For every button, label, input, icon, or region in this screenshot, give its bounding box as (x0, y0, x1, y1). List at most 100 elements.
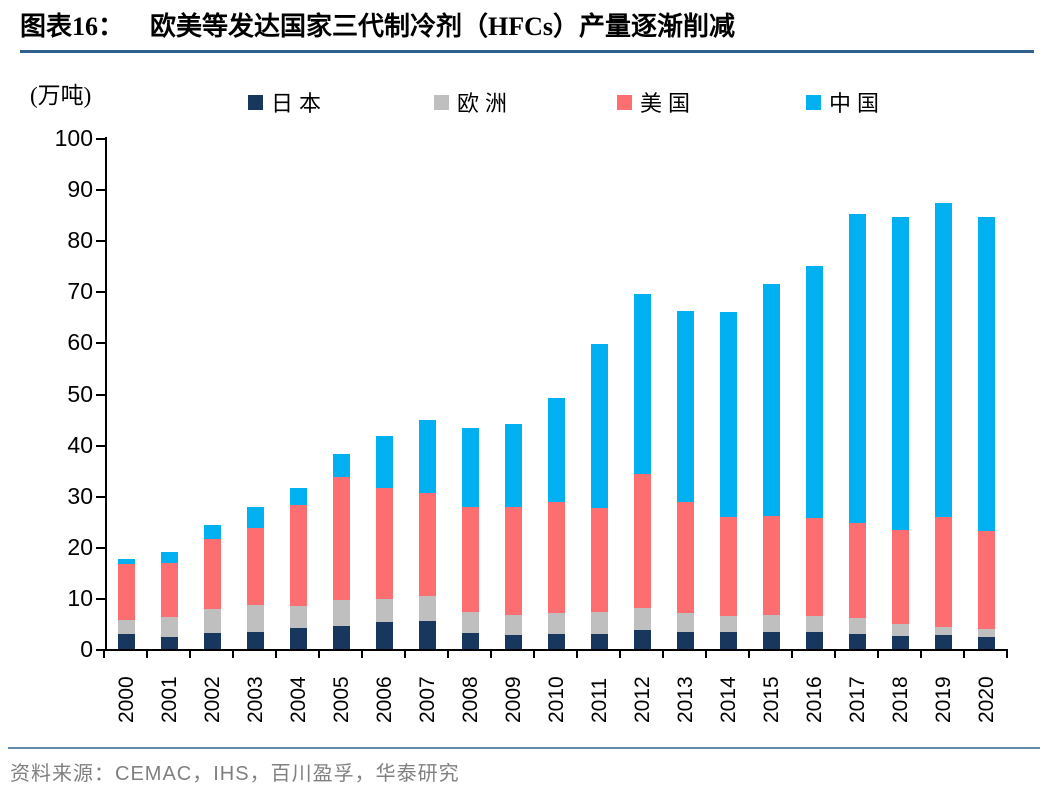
x-axis-tick (791, 651, 793, 658)
bar-segment-日本-2002 (204, 632, 221, 649)
bar-segment-欧洲-2006 (376, 599, 393, 623)
bar-segment-日本-2001 (161, 637, 178, 649)
bar-segment-中国-2020 (978, 216, 995, 532)
bar-segment-中国-2013 (677, 311, 694, 502)
bar-segment-美国-2010 (548, 502, 565, 613)
bar-segment-中国-2019 (935, 203, 952, 518)
bar-segment-美国-2011 (591, 507, 608, 613)
bar-segment-美国-2017 (849, 523, 866, 618)
legend-label-usa: 美国 (640, 91, 697, 116)
y-axis-tick (96, 291, 105, 294)
bar-segment-中国-2009 (505, 424, 522, 508)
x-axis-category-label: 2015 (759, 676, 783, 723)
y-axis-tick (96, 240, 105, 243)
x-axis-tick (404, 651, 406, 658)
bar-segment-美国-2014 (720, 516, 737, 616)
x-axis-tick (877, 651, 879, 658)
bar-segment-日本-2011 (591, 634, 608, 649)
y-axis-tick (96, 649, 105, 651)
x-axis-tick (447, 651, 449, 658)
legend-swatch-china (806, 94, 821, 110)
legend-label-europe: 欧洲 (457, 91, 514, 116)
x-axis-tick (662, 651, 664, 658)
y-axis-tick-label: 80 (67, 227, 93, 254)
bar-segment-中国-2011 (591, 343, 608, 508)
bar-segment-美国-2016 (806, 518, 823, 616)
bar-segment-日本-2003 (247, 631, 264, 649)
y-axis-tick (96, 597, 105, 600)
x-axis-tick (232, 651, 234, 658)
bar-segment-中国-2017 (849, 214, 866, 524)
bar-segment-美国-2015 (763, 515, 780, 615)
bar-segment-日本-2016 (806, 631, 823, 649)
bar-segment-欧洲-2016 (806, 615, 823, 632)
y-axis-tick (96, 546, 105, 549)
x-axis-category-label: 2020 (974, 676, 998, 723)
bar-segment-美国-2008 (462, 506, 479, 612)
bar-segment-欧洲-2013 (677, 612, 694, 632)
legend-item-china: 中国 (806, 86, 885, 118)
bar-segment-美国-2003 (247, 528, 264, 606)
x-axis-category-label: 2016 (802, 676, 826, 723)
figure-label: 图表16： (20, 12, 125, 41)
y-axis-tick (96, 138, 105, 140)
legend-item-usa: 美国 (617, 86, 696, 118)
x-axis-category-label: 2012 (630, 676, 654, 723)
x-axis-category-label: 2007 (415, 676, 439, 723)
bar-segment-欧洲-2012 (634, 607, 651, 630)
bar-segment-日本-2004 (290, 628, 307, 649)
bar-segment-日本-2014 (720, 631, 737, 649)
x-axis-category-label: 2019 (931, 676, 955, 723)
x-axis-category-label: 2001 (157, 676, 181, 723)
x-axis-tick (576, 651, 578, 658)
x-axis-line (103, 649, 1008, 651)
bar-segment-欧洲-2010 (548, 612, 565, 635)
bar-segment-中国-2015 (763, 284, 780, 516)
bar-segment-中国-2005 (333, 454, 350, 478)
y-axis-line (105, 137, 107, 651)
bar-segment-欧洲-2014 (720, 615, 737, 632)
x-axis-tick (1006, 651, 1008, 658)
x-axis-category-label: 2003 (243, 676, 267, 723)
bar-segment-日本-2009 (505, 635, 522, 649)
bar-segment-欧洲-2011 (591, 612, 608, 635)
bar-segment-日本-2017 (849, 633, 866, 649)
x-axis-tick (275, 651, 277, 658)
bar-segment-日本-2012 (634, 629, 651, 649)
bar-segment-中国-2002 (204, 524, 221, 540)
bar-segment-美国-2000 (118, 564, 135, 620)
x-axis-category-label: 2002 (200, 676, 224, 723)
bar-segment-中国-2004 (290, 487, 307, 505)
title-underline (20, 50, 1034, 53)
figure-title: 欧美等发达国家三代制冷剂（HFCs）产量逐渐削减 (150, 12, 736, 41)
x-axis-tick (920, 651, 922, 658)
x-axis-category-label: 2004 (286, 676, 310, 723)
x-axis-tick (963, 651, 965, 658)
legend-swatch-usa (617, 94, 632, 110)
x-axis-category-label: 2014 (716, 676, 740, 723)
x-axis-tick (361, 651, 363, 658)
bar-segment-美国-2020 (978, 531, 995, 630)
bar-segment-美国-2005 (333, 477, 350, 601)
bar-segment-中国-2010 (548, 398, 565, 503)
y-axis-tick-label: 60 (67, 329, 93, 356)
x-axis-category-label: 2006 (372, 676, 396, 723)
y-axis-tick (96, 393, 105, 396)
y-axis-tick-label: 40 (67, 431, 93, 458)
y-axis-tick-label: 30 (67, 482, 93, 509)
y-axis-tick-label: 50 (67, 380, 93, 407)
bar-segment-美国-2007 (419, 493, 436, 597)
bar-segment-中国-2000 (118, 558, 135, 565)
y-axis-tick-label: 20 (67, 533, 93, 560)
bar-segment-欧洲-2015 (763, 614, 780, 633)
y-axis-tick-label: 70 (67, 278, 93, 305)
bar-segment-美国-2001 (161, 562, 178, 618)
source-divider-line (8, 747, 1040, 749)
bar-segment-中国-2012 (634, 294, 651, 474)
x-axis-category-label: 2011 (587, 677, 611, 723)
x-axis-tick (705, 651, 707, 658)
bar-segment-中国-2003 (247, 506, 264, 529)
bar-segment-美国-2002 (204, 539, 221, 610)
legend-label-japan: 日本 (271, 91, 328, 116)
legend-item-japan: 日本 (248, 86, 327, 118)
